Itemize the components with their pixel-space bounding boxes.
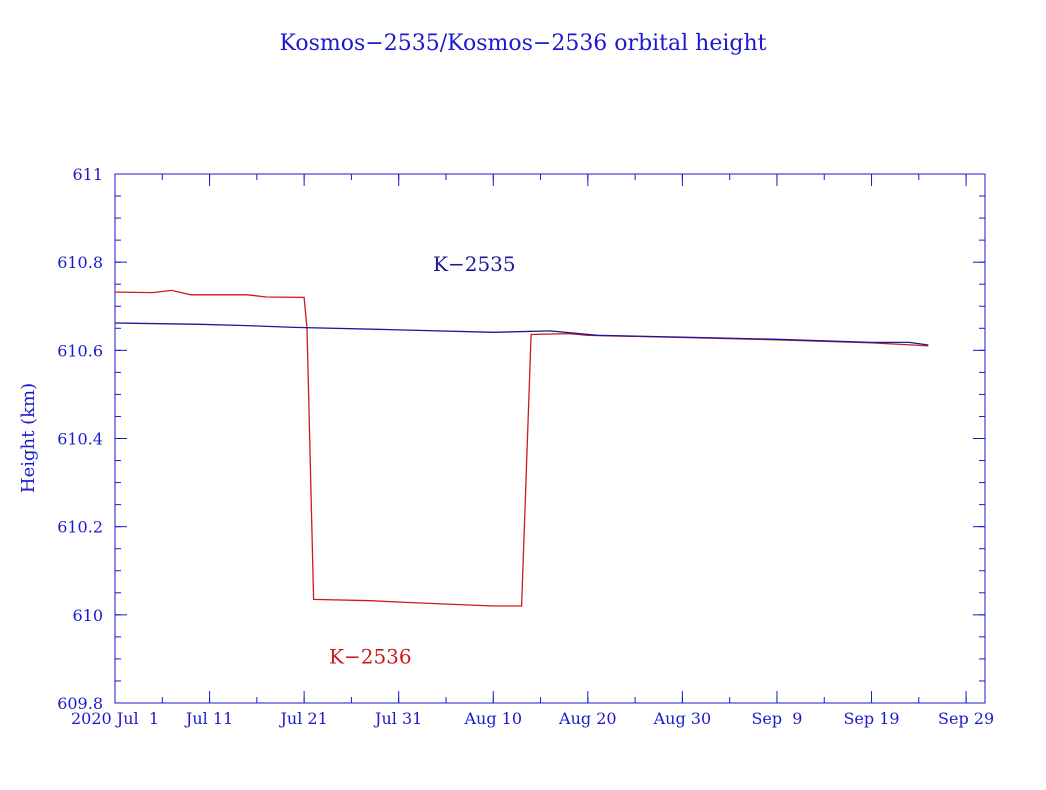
y-tick-label: 610.2 bbox=[57, 518, 103, 537]
y-tick-label: 610.8 bbox=[57, 253, 103, 272]
y-tick-label: 610.6 bbox=[57, 341, 103, 360]
series-lines bbox=[114, 289, 929, 607]
series-labels: K−2535 K−2536 bbox=[329, 252, 516, 668]
y-tick-label: 609.8 bbox=[57, 694, 103, 713]
x-tick-label: Aug 10 bbox=[463, 709, 522, 728]
x-tick-label: Sep 19 bbox=[843, 709, 899, 728]
y-tick-label: 611 bbox=[72, 165, 103, 184]
y-tick-label: 610 bbox=[72, 606, 103, 625]
series-line-1 bbox=[114, 322, 929, 346]
chart-title: Kosmos−2535/Kosmos−2536 orbital height bbox=[280, 31, 767, 56]
x-tick-label: Jul 21 bbox=[278, 709, 327, 728]
plot-frame bbox=[114, 173, 986, 704]
x-tick-label: Jul 11 bbox=[184, 709, 233, 728]
series-line-2 bbox=[114, 289, 929, 607]
y-tick-label: 610.4 bbox=[57, 430, 103, 449]
x-tick-label: Sep 29 bbox=[938, 709, 994, 728]
axis-tick-labels: 609.8 610 610.2 610.4 610.6 610.8 611 2020 Jul … bbox=[57, 165, 994, 728]
x-tick-label: 2020 Jul 1 bbox=[71, 709, 159, 728]
series-label-1: K−2535 bbox=[433, 252, 516, 276]
x-tick-label: Jul 31 bbox=[373, 709, 422, 728]
x-tick-label: Aug 20 bbox=[558, 709, 617, 728]
axis-ticks bbox=[114, 173, 985, 704]
x-tick-label: Sep 9 bbox=[751, 709, 802, 728]
x-tick-label: Aug 30 bbox=[653, 709, 712, 728]
series-label-2: K−2536 bbox=[329, 644, 412, 668]
y-axis-label: Height (km) bbox=[18, 383, 39, 493]
